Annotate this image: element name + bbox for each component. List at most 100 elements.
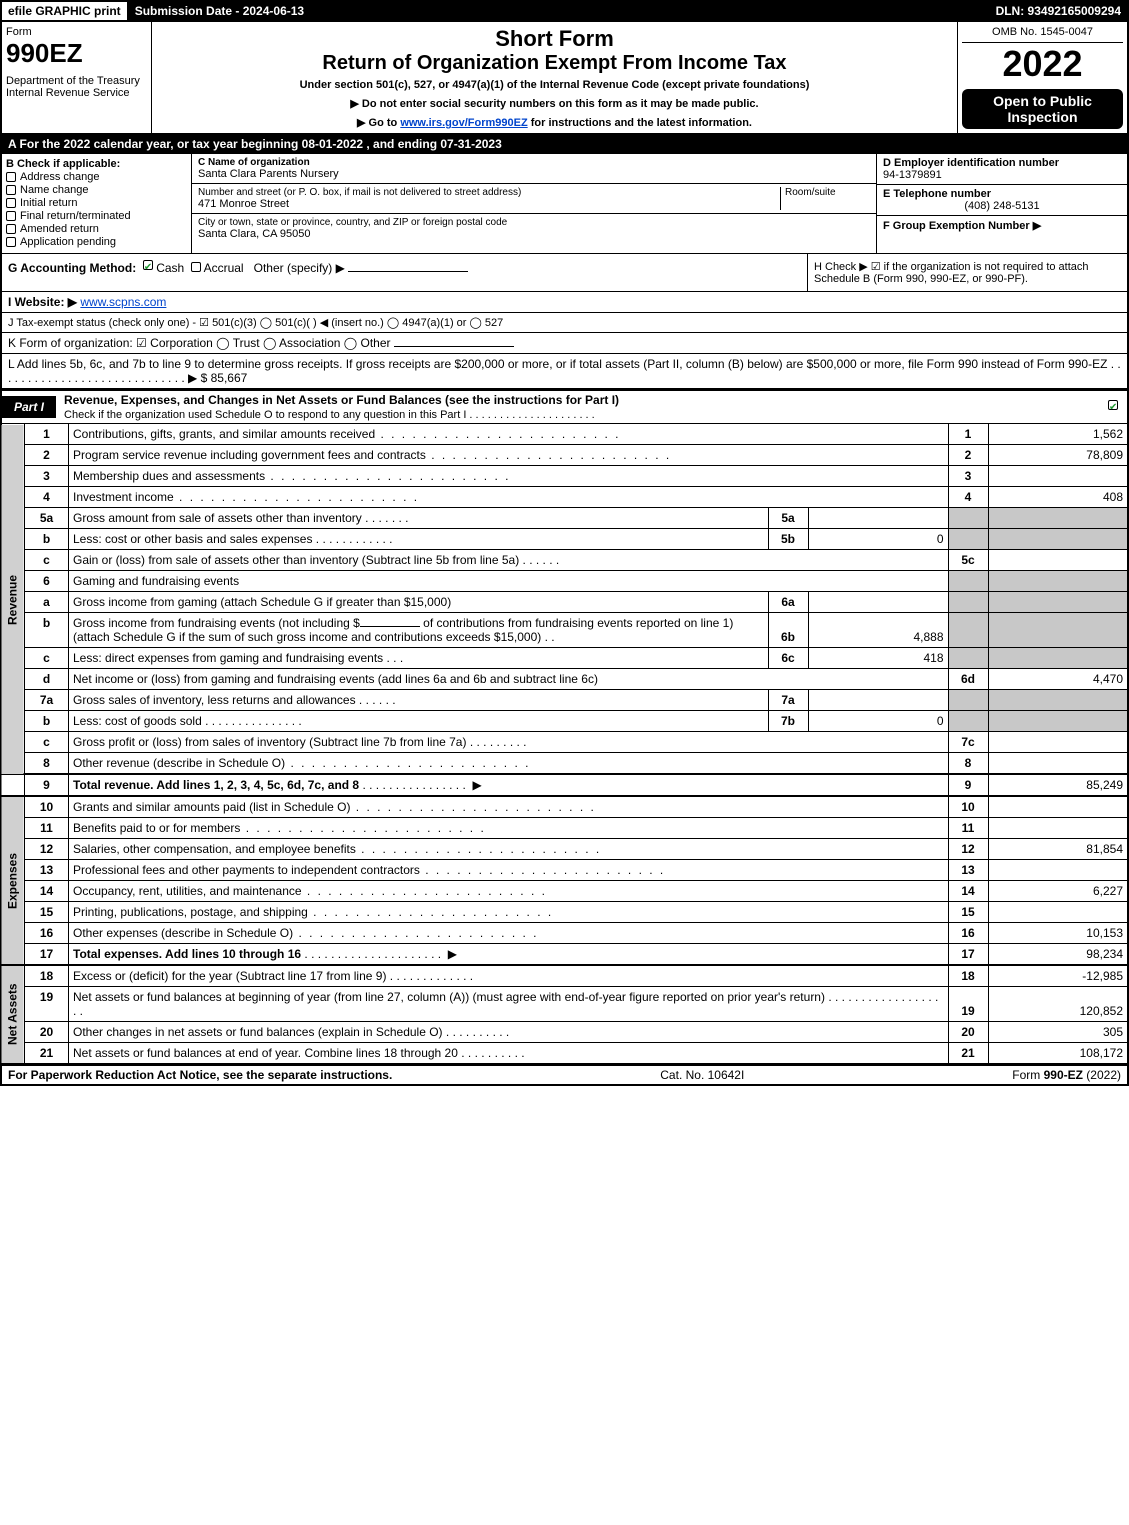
line-14: 14 Occupancy, rent, utilities, and maint… [1, 881, 1128, 902]
row-i-website: I Website: ▶ www.scpns.com [0, 292, 1129, 313]
line-rnum: 11 [948, 818, 988, 839]
line-subval: 0 [808, 711, 948, 732]
line-rnum: 3 [948, 466, 988, 487]
line-subval: 0 [808, 529, 948, 550]
ein-value: 94-1379891 [883, 169, 1121, 181]
b-opt-name[interactable]: Name change [6, 184, 187, 196]
website-link[interactable]: www.scpns.com [80, 295, 166, 309]
page-footer: For Paperwork Reduction Act Notice, see … [0, 1065, 1129, 1086]
form-header: Form 990EZ Department of the Treasury In… [0, 22, 1129, 135]
irs-link[interactable]: www.irs.gov/Form990EZ [400, 117, 527, 129]
line-desc: Total expenses. Add lines 10 through 16 [73, 947, 301, 961]
line-num: 14 [25, 881, 69, 902]
line-rnum: 19 [948, 987, 988, 1022]
b-opt-amended[interactable]: Amended return [6, 223, 187, 235]
g-accrual: Accrual [204, 261, 244, 275]
line-val-grey [988, 613, 1128, 648]
line-subval: 418 [808, 648, 948, 669]
g-other-blank[interactable] [348, 271, 468, 272]
line-desc: Investment income [73, 490, 174, 504]
b-opt-pending[interactable]: Application pending [6, 236, 187, 248]
line-desc: Less: cost of goods sold [73, 714, 202, 728]
line-rnum-grey [948, 648, 988, 669]
line-desc: Gaming and fundraising events [69, 571, 949, 592]
line-num: 5a [25, 508, 69, 529]
line-10: Expenses 10 Grants and similar amounts p… [1, 796, 1128, 818]
line-val [988, 902, 1128, 923]
line-subnum: 6c [768, 648, 808, 669]
row-l-gross-receipts: L Add lines 5b, 6c, and 7b to line 9 to … [0, 354, 1129, 389]
g-other: Other (specify) ▶ [254, 261, 345, 275]
b-opt-address[interactable]: Address change [6, 171, 187, 183]
form-number: 990EZ [6, 38, 147, 69]
line-val: 98,234 [988, 944, 1128, 966]
line-desc: Gross income from fundraising events (no… [73, 616, 360, 630]
line-desc: Net income or (loss) from gaming and fun… [69, 669, 949, 690]
topbar-spacer [312, 2, 989, 20]
part-1-subtitle: Check if the organization used Schedule … [64, 409, 595, 421]
line-rnum: 9 [948, 774, 988, 796]
line-6b-blank[interactable] [360, 626, 420, 627]
line-num: b [25, 613, 69, 648]
line-val-grey [988, 571, 1128, 592]
line-num: 1 [25, 424, 69, 445]
line-val [988, 466, 1128, 487]
footer-mid: Cat. No. 10642I [392, 1068, 1012, 1082]
line-num: 8 [25, 753, 69, 775]
line-6a: a Gross income from gaming (attach Sched… [1, 592, 1128, 613]
header-right: OMB No. 1545-0047 2022 Open to Public In… [957, 22, 1127, 133]
line-desc: Net assets or fund balances at end of ye… [73, 1046, 458, 1060]
checkbox-icon [6, 224, 16, 234]
org-street: 471 Monroe Street [198, 198, 780, 210]
checkbox-checked-icon [1108, 400, 1118, 410]
line-desc: Printing, publications, postage, and shi… [73, 905, 308, 919]
line-1: Revenue 1 Contributions, gifts, grants, … [1, 424, 1128, 445]
line-rnum: 20 [948, 1022, 988, 1043]
b-opt-final[interactable]: Final return/terminated [6, 210, 187, 222]
checkbox-icon[interactable] [191, 262, 201, 272]
line-16: 16 Other expenses (describe in Schedule … [1, 923, 1128, 944]
under-section: Under section 501(c), 527, or 4947(a)(1)… [156, 79, 953, 91]
line-4: 4 Investment income 4 408 [1, 487, 1128, 508]
line-5a: 5a Gross amount from sale of assets othe… [1, 508, 1128, 529]
goto-pre: ▶ Go to [357, 117, 400, 129]
line-num: 11 [25, 818, 69, 839]
line-rnum: 4 [948, 487, 988, 508]
k-other-blank[interactable] [394, 346, 514, 347]
g-cash: Cash [156, 261, 184, 275]
k-text: K Form of organization: ☑ Corporation ◯ … [8, 336, 391, 350]
checkbox-checked-icon[interactable] [143, 260, 153, 270]
line-subval [808, 690, 948, 711]
line-9: 9 Total revenue. Add lines 1, 2, 3, 4, 5… [1, 774, 1128, 796]
bullet-ssn: ▶ Do not enter social security numbers o… [156, 97, 953, 110]
line-6d: d Net income or (loss) from gaming and f… [1, 669, 1128, 690]
line-7c: c Gross profit or (loss) from sales of i… [1, 732, 1128, 753]
line-rnum: 2 [948, 445, 988, 466]
line-13: 13 Professional fees and other payments … [1, 860, 1128, 881]
footer-right-bold: 990-EZ [1044, 1068, 1083, 1082]
line-val: 108,172 [988, 1043, 1128, 1065]
omb-number: OMB No. 1545-0047 [962, 26, 1123, 43]
part-1-label: Part I [2, 396, 56, 418]
efile-label: efile GRAPHIC print [2, 2, 129, 20]
line-21: 21 Net assets or fund balances at end of… [1, 1043, 1128, 1065]
line-rnum: 17 [948, 944, 988, 966]
line-subnum: 5b [768, 529, 808, 550]
line-num: 12 [25, 839, 69, 860]
b-opt-label: Application pending [20, 236, 116, 248]
b-opt-initial[interactable]: Initial return [6, 197, 187, 209]
part-1-checkbox[interactable] [1099, 400, 1127, 415]
b-title: B Check if applicable: [6, 158, 187, 170]
footer-right-post: (2022) [1083, 1068, 1121, 1082]
c-city-label: City or town, state or province, country… [198, 217, 870, 228]
line-num: c [25, 732, 69, 753]
col-def: D Employer identification number 94-1379… [877, 154, 1127, 253]
line-val [988, 860, 1128, 881]
line-desc: Other changes in net assets or fund bala… [73, 1025, 443, 1039]
line-desc: Less: direct expenses from gaming and fu… [73, 651, 383, 665]
org-name: Santa Clara Parents Nursery [198, 168, 870, 180]
row-j-tax-exempt: J Tax-exempt status (check only one) - ☑… [0, 313, 1129, 333]
line-desc: Gross income from gaming (attach Schedul… [69, 592, 769, 613]
d-label: D Employer identification number [883, 157, 1121, 169]
line-num: b [25, 711, 69, 732]
